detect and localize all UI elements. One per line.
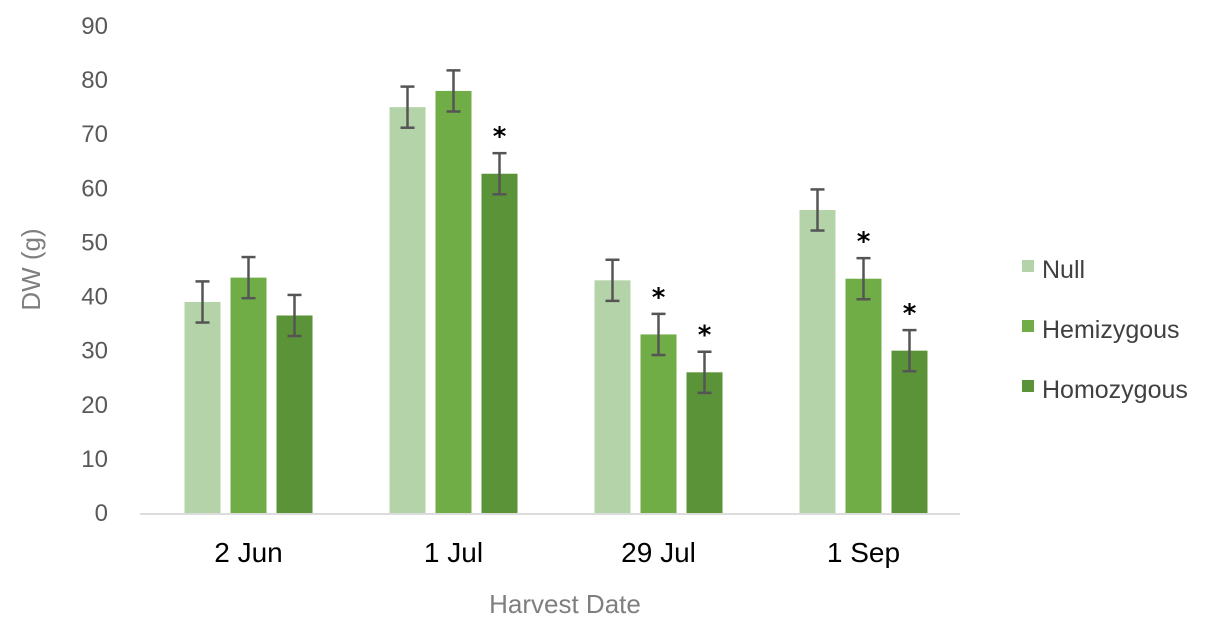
y-tick-label: 20 xyxy=(81,392,108,419)
legend-item: Homozygous xyxy=(1022,376,1188,404)
error-bar xyxy=(651,312,666,357)
bars: * * * * * xyxy=(184,69,928,514)
y-tick-label: 50 xyxy=(81,229,108,256)
legend-label: Hemizygous xyxy=(1042,316,1180,344)
bar-null xyxy=(389,107,426,514)
legend-label: Homozygous xyxy=(1042,376,1188,404)
bar-homozygous xyxy=(481,173,518,513)
y-tick-label: 80 xyxy=(81,67,108,94)
legend-swatch xyxy=(1022,260,1034,272)
legend: Null Hemizygous Homozygous xyxy=(1022,256,1188,404)
error-bar xyxy=(287,293,302,338)
y-tick-label: 70 xyxy=(81,121,108,148)
significance-marker: * xyxy=(698,321,712,351)
error-bar xyxy=(856,256,871,301)
legend-swatch xyxy=(1022,320,1034,332)
error-bar xyxy=(697,350,712,395)
bar-hemizygous xyxy=(230,277,267,513)
y-tick-label: 90 xyxy=(81,13,108,40)
y-tick-label: 60 xyxy=(81,175,108,202)
x-axis-labels: 2 Jun 1 Jul 29 Jul 1 Sep xyxy=(214,537,900,568)
x-tick-label: 29 Jul xyxy=(621,537,696,568)
bar-null xyxy=(184,301,221,513)
y-tick-label: 10 xyxy=(81,446,108,473)
bar-homozygous xyxy=(891,350,928,513)
y-axis-title: DW (g) xyxy=(16,228,46,310)
y-tick-label: 0 xyxy=(95,500,108,527)
error-bar xyxy=(400,85,415,129)
bar-hemizygous xyxy=(640,334,677,513)
error-bar xyxy=(492,151,507,196)
bar-hemizygous xyxy=(435,90,472,513)
bar-null xyxy=(799,209,836,513)
error-bar xyxy=(902,328,917,373)
y-tick-label: 40 xyxy=(81,284,108,311)
significance-marker: * xyxy=(493,122,507,152)
error-bar xyxy=(195,280,210,324)
legend-item: Hemizygous xyxy=(1022,316,1180,344)
y-axis-ticks: 0 10 20 30 40 50 60 70 80 90 xyxy=(81,13,108,527)
error-bar xyxy=(605,258,620,303)
error-bar xyxy=(810,188,825,232)
legend-item: Null xyxy=(1022,256,1085,284)
bar-null xyxy=(594,280,631,513)
error-bar xyxy=(446,69,461,113)
legend-swatch xyxy=(1022,380,1034,392)
significance-marker: * xyxy=(652,283,666,313)
bar-homozygous xyxy=(686,372,723,513)
error-bar xyxy=(241,255,256,300)
y-tick-label: 30 xyxy=(81,338,108,365)
x-tick-label: 1 Jul xyxy=(424,537,483,568)
bar-hemizygous xyxy=(845,278,882,513)
significance-marker: * xyxy=(857,227,871,257)
x-tick-label: 2 Jun xyxy=(214,537,283,568)
bar-homozygous xyxy=(276,315,313,513)
x-axis-title: Harvest Date xyxy=(489,589,641,619)
significance-marker: * xyxy=(903,299,917,329)
x-tick-label: 1 Sep xyxy=(827,537,900,568)
legend-label: Null xyxy=(1042,256,1085,284)
